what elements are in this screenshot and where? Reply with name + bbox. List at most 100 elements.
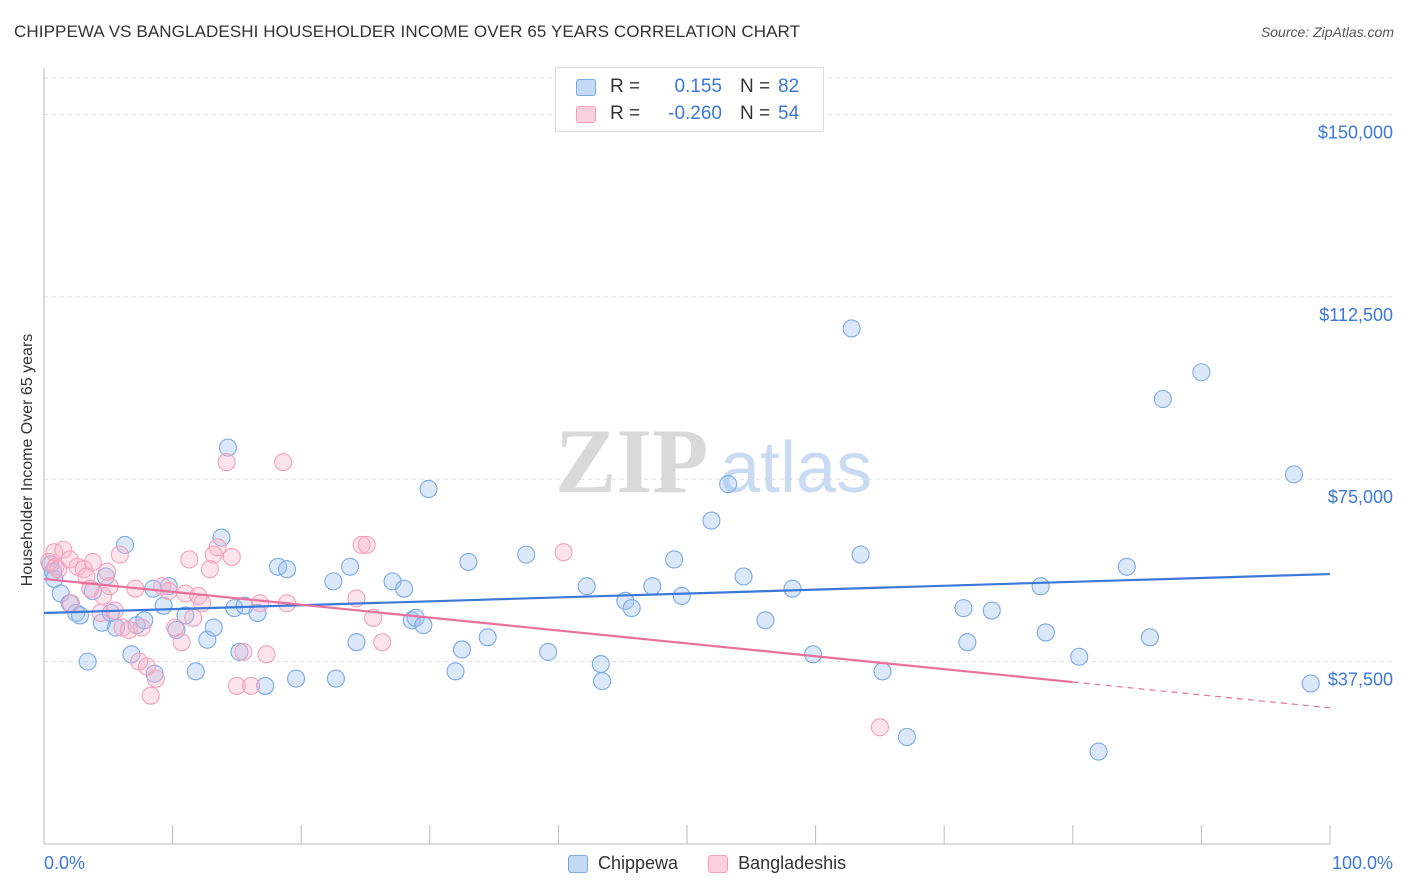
- point-chippewa: [218, 438, 237, 457]
- point-chippewa: [719, 475, 738, 494]
- point-chippewa: [1070, 647, 1089, 666]
- point-chippewa: [665, 550, 684, 569]
- y-tick-label: $112,500: [1319, 305, 1393, 325]
- point-chippewa: [204, 618, 223, 637]
- point-bangladeshis: [97, 562, 117, 581]
- point-chippewa: [577, 577, 596, 596]
- point-chippewa: [539, 642, 558, 661]
- point-chippewa: [414, 616, 433, 635]
- point-chippewa: [1192, 363, 1211, 382]
- point-bangladeshis: [61, 594, 81, 613]
- point-bangladeshis: [870, 718, 889, 737]
- series-legend: Chippewa Bangladeshis: [568, 853, 876, 874]
- legend-n-value: 54: [778, 103, 800, 124]
- point-chippewa: [256, 676, 275, 695]
- trend-line-extension-bangladeshis: [1072, 681, 1331, 709]
- point-chippewa: [702, 511, 721, 530]
- point-chippewa: [1140, 628, 1160, 647]
- point-chippewa: [324, 572, 343, 591]
- legend-item-chippewa[interactable]: Chippewa: [568, 853, 678, 874]
- point-bangladeshis: [132, 618, 151, 637]
- point-chippewa: [115, 535, 135, 554]
- point-bangladeshis: [227, 676, 246, 695]
- point-chippewa: [1031, 577, 1050, 596]
- point-bangladeshis: [222, 548, 241, 567]
- point-bangladeshis: [234, 642, 253, 661]
- legend-swatch-bangladeshis: [708, 854, 729, 873]
- point-bangladeshis: [83, 552, 102, 571]
- point-bangladeshis: [250, 594, 270, 613]
- point-bangladeshis: [241, 676, 261, 695]
- point-chippewa: [1153, 389, 1172, 409]
- legend-row-bangladeshis: R = -0.260 N = 54: [576, 103, 799, 125]
- point-chippewa: [122, 645, 141, 664]
- point-bangladeshis: [46, 557, 65, 576]
- point-bangladeshis: [54, 540, 73, 559]
- point-bangladeshis: [146, 669, 165, 688]
- point-bangladeshis: [217, 453, 236, 472]
- point-chippewa: [1117, 557, 1136, 576]
- point-bangladeshis: [137, 657, 156, 676]
- point-bangladeshis: [352, 535, 371, 554]
- watermark-zip: ZIP: [555, 410, 708, 512]
- point-bangladeshis: [257, 645, 276, 664]
- trend-lines: [43, 572, 1331, 709]
- point-chippewa: [459, 552, 478, 571]
- point-chippewa: [593, 672, 612, 691]
- y-tick-label: $150,000: [1318, 122, 1393, 142]
- point-bangladeshis: [49, 560, 68, 579]
- point-chippewa: [517, 545, 536, 564]
- point-chippewa: [287, 669, 306, 688]
- point-bangladeshis: [208, 538, 227, 557]
- point-chippewa: [982, 601, 1001, 620]
- y-axis-label: Householder Income Over 65 years: [19, 333, 36, 587]
- chart-title: CHIPPEWA VS BANGLADESHI HOUSEHOLDER INCO…: [14, 22, 801, 41]
- point-chippewa: [643, 577, 662, 596]
- watermark: ZIP atlas: [555, 410, 872, 512]
- axes: [43, 68, 1331, 845]
- point-bangladeshis: [172, 633, 191, 652]
- point-chippewa: [347, 633, 366, 652]
- point-chippewa: [186, 662, 205, 681]
- point-chippewa: [419, 479, 438, 499]
- trend-line-bangladeshis: [43, 577, 1073, 684]
- point-chippewa: [212, 528, 231, 547]
- point-chippewa: [326, 669, 345, 688]
- point-chippewa: [278, 560, 297, 579]
- point-bangladeshis: [184, 608, 203, 627]
- data-points: [40, 319, 1320, 761]
- point-chippewa: [842, 319, 861, 338]
- x-tick-label: 100.0%: [1332, 853, 1393, 873]
- point-chippewa: [783, 579, 802, 598]
- correlation-legend: R = 0.155 N = 82 R = -0.260 N = 54: [555, 67, 824, 132]
- point-chippewa: [1301, 674, 1320, 693]
- point-chippewa: [954, 599, 973, 618]
- legend-item-bangladeshis[interactable]: Bangladeshis: [708, 853, 846, 874]
- point-bangladeshis: [373, 633, 392, 652]
- point-bangladeshis: [60, 550, 79, 569]
- point-chippewa: [478, 628, 497, 647]
- point-chippewa: [341, 557, 360, 576]
- point-chippewa: [897, 727, 916, 747]
- legend-label-chippewa: Chippewa: [598, 853, 679, 873]
- point-chippewa: [622, 599, 641, 618]
- point-chippewa: [873, 662, 892, 681]
- legend-r-label: R =: [610, 103, 641, 124]
- tick-labels: $37,500 $75,000 $112,500 $150,000 0.0% 100.0%: [44, 122, 1393, 873]
- legend-row-chippewa: R = 0.155 N = 82: [576, 76, 799, 98]
- legend-label-bangladeshis: Bangladeshis: [738, 853, 847, 873]
- legend-r-value: 0.155: [674, 76, 722, 97]
- point-chippewa: [591, 655, 610, 674]
- point-chippewa: [383, 572, 402, 591]
- point-bangladeshis: [364, 608, 383, 627]
- grid-lines: [44, 77, 1395, 663]
- point-bangladeshis: [110, 545, 129, 564]
- point-bangladeshis: [274, 453, 293, 472]
- watermark-atlas: atlas: [720, 428, 872, 508]
- point-bangladeshis: [94, 586, 113, 606]
- point-chippewa: [395, 579, 414, 598]
- point-chippewa: [1036, 623, 1055, 642]
- point-chippewa: [92, 613, 111, 632]
- legend-swatch-chippewa: [568, 854, 588, 873]
